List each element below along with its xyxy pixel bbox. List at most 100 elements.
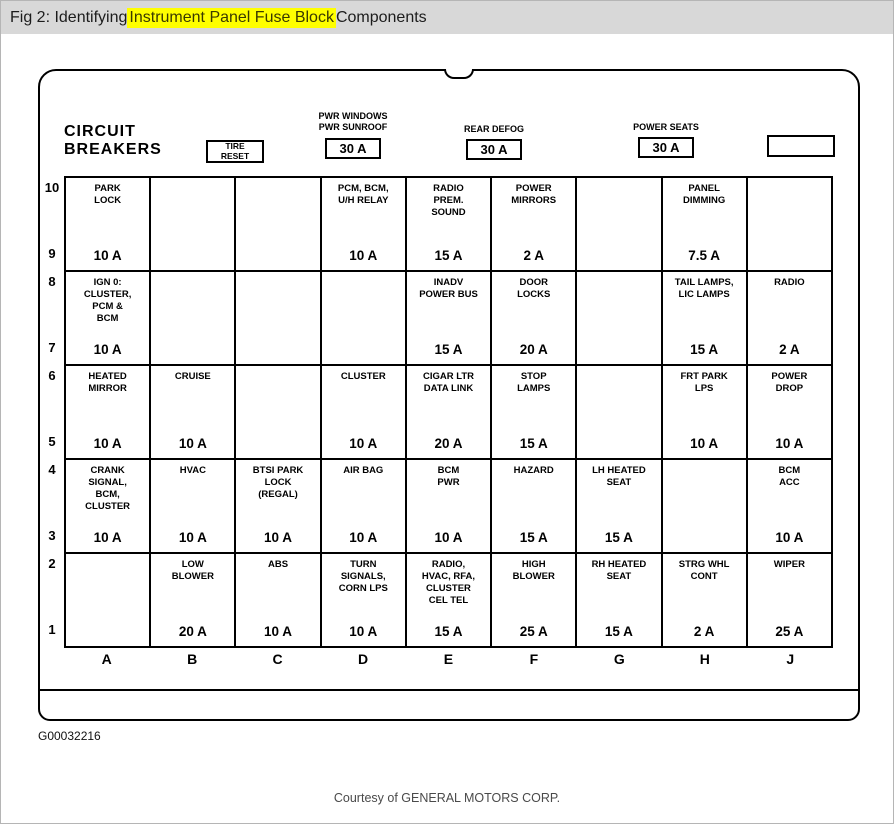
fuse-label: CLUSTER bbox=[340, 371, 386, 382]
fuse-label: RADIO bbox=[774, 277, 805, 288]
fuse-label: DOOR LOCKS bbox=[517, 277, 551, 300]
fuse-amp-rating: 10 A bbox=[349, 436, 378, 451]
fuse-amp-rating: 15 A bbox=[690, 342, 719, 357]
column-letter: E bbox=[443, 651, 454, 667]
fuse-label: HEATED MIRROR bbox=[88, 371, 127, 394]
column-letter: A bbox=[101, 651, 112, 667]
row-number: 10 bbox=[44, 180, 60, 195]
column-letter: G bbox=[613, 651, 625, 667]
row-number: 1 bbox=[48, 622, 56, 637]
fuse-cell-A1: PARK LOCK 10 A bbox=[63, 176, 152, 272]
fuse-label: CRUISE bbox=[174, 371, 211, 382]
row-number: 2 bbox=[48, 556, 56, 571]
fuse-cell-G3 bbox=[575, 364, 663, 460]
fuse-cell-J2: RADIO 2 A bbox=[745, 270, 834, 366]
fuse-amp-rating: 2 A bbox=[523, 248, 544, 263]
fuse-cell-A5 bbox=[63, 552, 152, 648]
fuse-amp-rating: 2 A bbox=[779, 342, 800, 357]
fuse-row: IGN 0: CLUSTER, PCM & BCM 10 A INADV POWER… bbox=[63, 270, 834, 366]
row-number-pair: 10 9 bbox=[42, 176, 62, 270]
fuse-cell-G2 bbox=[575, 270, 663, 366]
fuse-label: STRG WHL CONT bbox=[678, 559, 730, 582]
fuse-amp-rating: 10 A bbox=[349, 530, 378, 545]
fuse-label: ABS bbox=[268, 559, 289, 570]
fuse-label: BCM ACC bbox=[778, 465, 801, 488]
breaker-pwr-windows-sunroof: PWR WINDOWS PWR SUNROOF 30 A bbox=[303, 111, 403, 159]
column-letter: F bbox=[529, 651, 539, 667]
row-numbers: 10 9 8 7 6 5 4 3 2 1 bbox=[42, 176, 62, 648]
circuit-breakers-label: CIRCUIT BREAKERS bbox=[64, 123, 162, 159]
fuse-amp-rating: 10 A bbox=[349, 248, 378, 263]
fuse-cell-D3: CLUSTER 10 A bbox=[319, 364, 407, 460]
fuse-amp-rating: 25 A bbox=[775, 624, 804, 639]
title-suffix: Components bbox=[335, 8, 427, 26]
fuse-label: FRT PARK LPS bbox=[680, 371, 728, 394]
fuse-grid: PARK LOCK 10 A PCM, BCM, U/H RELAY 10 A RADI… bbox=[63, 176, 834, 648]
fuse-amp-rating: 15 A bbox=[434, 624, 463, 639]
fuse-label: CRANK SIGNAL, BCM, CLUSTER bbox=[85, 465, 131, 512]
fuse-cell-C5: ABS 10 A bbox=[234, 552, 322, 648]
fuse-amp-rating: 20 A bbox=[519, 342, 548, 357]
fuse-amp-rating: 10 A bbox=[690, 436, 719, 451]
fuse-label: LH HEATED SEAT bbox=[592, 465, 646, 488]
breaker-label: PWR WINDOWS PWR SUNROOF bbox=[318, 111, 388, 133]
fuse-grid-body: PARK LOCK 10 A PCM, BCM, U/H RELAY 10 A RADI… bbox=[63, 176, 834, 648]
fuse-row: LOW BLOWER 20 A ABS 10 A TURN SIGNALS, CORN … bbox=[63, 552, 834, 648]
fuse-amp-rating: 10 A bbox=[93, 342, 122, 357]
fuse-cell-D1: PCM, BCM, U/H RELAY 10 A bbox=[319, 176, 407, 272]
fuse-label: PANEL DIMMING bbox=[683, 183, 726, 206]
fuse-cell-H5: STRG WHL CONT 2 A bbox=[660, 552, 748, 648]
fuse-amp-rating: 15 A bbox=[604, 530, 633, 545]
fuse-amp-rating: 20 A bbox=[434, 436, 463, 451]
fuse-label: LOW BLOWER bbox=[171, 559, 214, 582]
column-letter: D bbox=[357, 651, 369, 667]
fuse-cell-E1: RADIO PREM. SOUND 15 A bbox=[404, 176, 493, 272]
fuse-cell-A3: HEATED MIRROR 10 A bbox=[63, 364, 152, 460]
fuse-cell-J1 bbox=[745, 176, 834, 272]
fuse-block-diagram: CIRCUIT BREAKERS TIRE RESET PWR WINDOWS … bbox=[38, 69, 860, 721]
fuse-label: WIPER bbox=[773, 559, 805, 570]
title-highlight: Instrument Panel Fuse Block bbox=[127, 7, 336, 28]
row-number: 5 bbox=[48, 434, 56, 449]
fuse-label: HAZARD bbox=[513, 465, 554, 476]
fuse-amp-rating: 10 A bbox=[178, 436, 207, 451]
fuse-label: HIGH BLOWER bbox=[512, 559, 555, 582]
fuse-cell-E4: BCM PWR 10 A bbox=[404, 458, 493, 554]
breaker-amp-box: 30 A bbox=[466, 139, 522, 161]
fuse-cell-H1: PANEL DIMMING 7.5 A bbox=[660, 176, 748, 272]
fuse-cell-D4: AIR BAG 10 A bbox=[319, 458, 407, 554]
fuse-amp-rating: 10 A bbox=[264, 624, 293, 639]
column-letter: B bbox=[187, 651, 198, 667]
fuse-amp-rating: 10 A bbox=[775, 436, 804, 451]
fuse-cell-F5: HIGH BLOWER 25 A bbox=[490, 552, 578, 648]
top-notch bbox=[444, 69, 474, 79]
fuse-amp-rating: 7.5 A bbox=[688, 248, 721, 263]
column-letter: C bbox=[272, 651, 283, 667]
fuse-amp-rating: 10 A bbox=[178, 530, 207, 545]
fuse-cell-C2 bbox=[234, 270, 322, 366]
fuse-cell-F2: DOOR LOCKS 20 A bbox=[490, 270, 578, 366]
fuse-amp-rating: 10 A bbox=[434, 530, 463, 545]
fuse-cell-J5: WIPER 25 A bbox=[745, 552, 834, 648]
fuse-label: AIR BAG bbox=[343, 465, 384, 476]
fuse-cell-H3: FRT PARK LPS 10 A bbox=[660, 364, 748, 460]
fuse-label: POWER DROP bbox=[771, 371, 808, 394]
breaker-rear-defog: REAR DEFOG 30 A bbox=[444, 124, 544, 161]
breaker-label: POWER SEATS bbox=[633, 122, 699, 132]
fuse-cell-A4: CRANK SIGNAL, BCM, CLUSTER 10 A bbox=[63, 458, 152, 554]
fuse-label: BTSI PARK LOCK (REGAL) bbox=[252, 465, 304, 500]
fuse-amp-rating: 10 A bbox=[264, 530, 293, 545]
fuse-label: RH HEATED SEAT bbox=[591, 559, 647, 582]
fuse-amp-rating: 15 A bbox=[434, 342, 463, 357]
fuse-amp-rating: 10 A bbox=[349, 624, 378, 639]
fuse-amp-rating: 20 A bbox=[178, 624, 207, 639]
fuse-cell-A2: IGN 0: CLUSTER, PCM & BCM 10 A bbox=[63, 270, 152, 366]
fuse-cell-B1 bbox=[149, 176, 237, 272]
courtesy-text: Courtesy of GENERAL MOTORS CORP. bbox=[333, 791, 561, 805]
fuse-cell-F4: HAZARD 15 A bbox=[490, 458, 578, 554]
row-number: 7 bbox=[48, 340, 56, 355]
fuse-cell-E2: INADV POWER BUS 15 A bbox=[404, 270, 493, 366]
fuse-cell-J4: BCM ACC 10 A bbox=[745, 458, 834, 554]
title-prefix: Fig 2: Identifying bbox=[10, 8, 128, 26]
